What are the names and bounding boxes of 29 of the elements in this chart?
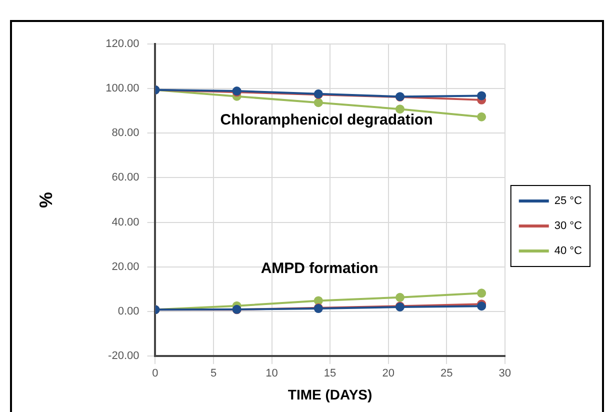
y-tick-label: 60.00 <box>112 172 140 184</box>
x-tick-label: 20 <box>382 368 394 380</box>
y-tick-label: 120.00 <box>106 38 140 50</box>
legend-label: 25 °C <box>554 195 582 208</box>
y-tick-label: 0.00 <box>118 305 140 318</box>
annotation: Chloramphenicol degradation <box>220 112 433 129</box>
legend-label: 40 °C <box>554 245 582 258</box>
y-tick-label: 80.00 <box>112 127 140 140</box>
x-tick-label: 30 <box>498 368 511 380</box>
point <box>314 98 323 108</box>
x-tick-label: 25 <box>440 368 453 380</box>
x-tick-label: 10 <box>266 368 278 380</box>
point <box>477 288 486 298</box>
x-axis-title: TIME (DAYS) <box>288 386 372 402</box>
y-axis-title: % <box>36 192 56 208</box>
point <box>395 292 404 302</box>
point <box>314 296 323 306</box>
annotation: AMPD formation <box>260 260 378 277</box>
y-tick-label: 100.00 <box>106 82 140 95</box>
point <box>477 91 486 100</box>
x-tick-label: 0 <box>152 368 158 380</box>
legend-label: 30 °C <box>554 220 582 232</box>
point <box>477 112 486 122</box>
y-tick-label: 20.00 <box>112 260 140 273</box>
y-tick-label: -20.00 <box>108 350 140 362</box>
x-tick-label: 15 <box>324 368 336 380</box>
point <box>395 104 404 114</box>
y-tick-label: 40.00 <box>112 216 140 228</box>
x-tick-label: 5 <box>210 368 217 380</box>
